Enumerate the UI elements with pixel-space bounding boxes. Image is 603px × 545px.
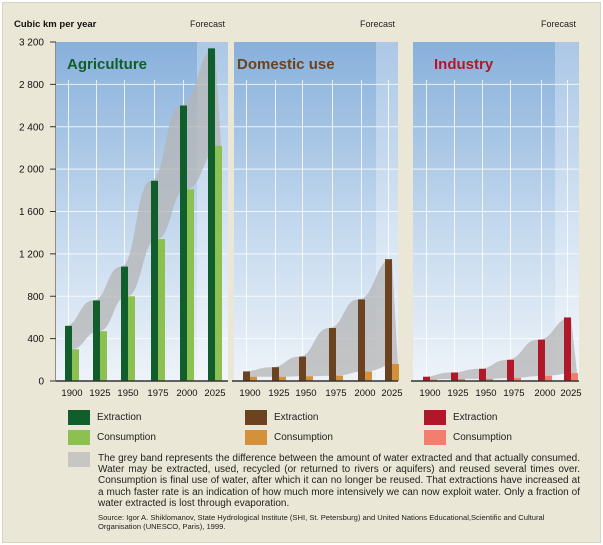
x-tick-label: 1950 (295, 388, 316, 399)
bar-extraction-1925 (451, 372, 458, 381)
legend-swatch-grey-band (68, 452, 90, 467)
bar-extraction-1900 (423, 376, 430, 381)
legend-label-industry-consumption: Consumption (453, 432, 512, 443)
bar-extraction-1975 (151, 180, 158, 381)
legend-swatch-industry-consumption (424, 430, 446, 445)
bar-consumption-2000 (545, 375, 552, 381)
bar-consumption-1950 (486, 378, 493, 381)
legend-label-agriculture-consumption: Consumption (97, 432, 156, 443)
panel-title: Agriculture (67, 56, 147, 73)
x-tick-label: 1950 (117, 388, 138, 399)
y-tick-label: 2 400 (19, 122, 44, 133)
x-tick-label: 1975 (147, 388, 168, 399)
bar-consumption-1900 (250, 376, 257, 381)
bar-consumption-1900 (72, 349, 79, 381)
legend-label-agriculture-extraction: Extraction (97, 412, 142, 423)
bar-consumption-2000 (187, 189, 194, 381)
panel-industry: 1900 1925 1950 1975 2000 2025 Industry Forecast (411, 19, 582, 399)
x-tick-label: 2025 (560, 388, 581, 399)
bar-extraction-1975 (329, 328, 336, 381)
panel-domestic: 1900 1925 1950 1975 2000 2025 Domestic use Fore… (232, 19, 403, 399)
grey-band-explanation: The grey band represents the difference … (98, 453, 580, 509)
bar-consumption-2025 (215, 145, 222, 381)
forecast-label: Forecast (541, 19, 577, 29)
forecast-label: Forecast (360, 19, 396, 29)
x-tick-label: 1975 (503, 388, 524, 399)
forecast-label: Forecast (190, 19, 226, 29)
bar-consumption-1975 (514, 377, 521, 381)
y-tick-label: 1 600 (19, 207, 44, 218)
bar-consumption-2025 (571, 373, 578, 381)
y-tick-label: 0 (38, 377, 44, 388)
bar-consumption-2025 (392, 364, 399, 381)
bar-extraction-1900 (243, 371, 250, 381)
y-tick-label: 2 000 (19, 165, 44, 176)
y-tick-label: 400 (27, 334, 44, 345)
legend-swatch-agriculture-consumption (68, 430, 90, 445)
x-tick-label: 2000 (534, 388, 555, 399)
y-axis-label: Cubic km per year (14, 19, 97, 30)
legend-swatch-domestic-extraction (245, 410, 267, 425)
y-tick-label: 2 800 (19, 80, 44, 91)
y-tick-label: 800 (27, 292, 44, 303)
bar-extraction-1925 (272, 367, 279, 381)
x-tick-label: 1950 (475, 388, 496, 399)
bar-consumption-2000 (365, 371, 372, 381)
bar-consumption-1975 (336, 375, 343, 381)
bar-extraction-1950 (121, 266, 128, 381)
bar-consumption-1950 (306, 376, 313, 381)
legend-label-domestic-consumption: Consumption (274, 432, 333, 443)
bar-extraction-1975 (507, 359, 514, 381)
bar-extraction-2000 (358, 299, 365, 381)
legend-swatch-industry-extraction (424, 410, 446, 425)
x-tick-label: 1925 (447, 388, 468, 399)
bar-consumption-1975 (158, 239, 165, 381)
panel-title: Industry (434, 56, 494, 73)
x-tick-label: 2025 (381, 388, 402, 399)
bar-consumption-1925 (100, 331, 107, 381)
x-tick-label: 2000 (354, 388, 375, 399)
y-tick-label: 1 200 (19, 249, 44, 260)
y-tick-label: 3 200 (19, 38, 44, 49)
x-tick-label: 1900 (61, 388, 82, 399)
legend-swatch-agriculture-extraction (68, 410, 90, 425)
y-axis: 0 400 800 1 200 1 600 2 000 2 400 2 800 3 200 (19, 38, 57, 388)
bar-consumption-1925 (458, 378, 465, 381)
bar-extraction-1950 (299, 356, 306, 381)
source-note: Source: Igor A. Shiklomanov, State Hydro… (98, 513, 545, 531)
x-tick-label: 2025 (204, 388, 225, 399)
bar-consumption-1900 (430, 379, 437, 381)
bar-extraction-2025 (564, 317, 571, 381)
panel-agriculture: 1900 1925 1950 1975 2000 2025 Agriculture Forec… (56, 19, 228, 399)
bar-consumption-1950 (128, 296, 135, 381)
x-tick-label: 2000 (176, 388, 197, 399)
water-use-chart: Cubic km per year 0 400 800 1 200 1 600 2 000… (14, 19, 582, 399)
bar-extraction-2000 (180, 105, 187, 381)
bar-consumption-1925 (279, 376, 286, 381)
bar-extraction-1950 (479, 368, 486, 381)
bar-extraction-1900 (65, 325, 72, 381)
bar-extraction-2025 (208, 48, 215, 381)
legend-label-domestic-extraction: Extraction (274, 412, 319, 423)
x-tick-label: 1925 (268, 388, 289, 399)
x-tick-label: 1975 (325, 388, 346, 399)
legend-label-industry-extraction: Extraction (453, 412, 498, 423)
legend-swatch-domestic-consumption (245, 430, 267, 445)
x-tick-label: 1925 (89, 388, 110, 399)
bar-extraction-2025 (385, 259, 392, 381)
bar-extraction-1925 (93, 300, 100, 381)
panel-title: Domestic use (237, 56, 335, 73)
x-tick-label: 1900 (239, 388, 260, 399)
x-tick-label: 1900 (419, 388, 440, 399)
bar-extraction-2000 (538, 339, 545, 381)
